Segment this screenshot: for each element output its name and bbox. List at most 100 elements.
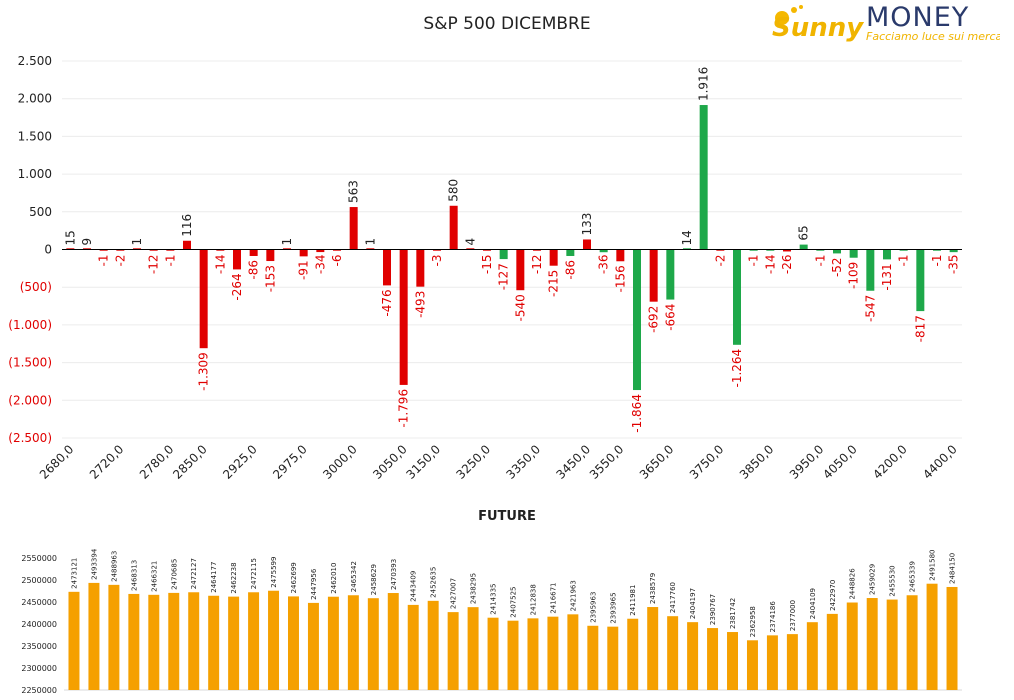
bar — [499, 249, 508, 260]
bar — [766, 249, 775, 251]
bar — [846, 602, 858, 690]
x-tick-label: 3850,0 — [737, 442, 777, 482]
x-tick-label: 3350,0 — [504, 442, 544, 482]
bar — [816, 249, 825, 251]
logo-money-text: MONEY — [866, 2, 969, 33]
bar — [268, 590, 280, 690]
bar — [66, 248, 75, 250]
x-tick-label: 3650,0 — [637, 442, 677, 482]
data-label: -1 — [897, 255, 911, 267]
data-label: 2377000 — [789, 600, 797, 631]
data-label: 1 — [280, 238, 294, 246]
data-label: -1 — [747, 255, 761, 267]
bar — [166, 249, 175, 251]
data-label: 133 — [580, 213, 594, 236]
data-label: 2438579 — [649, 573, 657, 604]
bar — [188, 592, 200, 690]
chart-title: S&P 500 DICEMBRE — [423, 14, 591, 34]
bar — [533, 249, 541, 251]
bar — [248, 592, 260, 690]
bar — [149, 249, 158, 251]
bar — [886, 599, 898, 690]
data-label: -15 — [480, 255, 494, 275]
x-tick-label: 3950,0 — [787, 442, 827, 482]
bar — [599, 249, 608, 253]
bar — [699, 105, 708, 250]
data-label: 2422970 — [829, 580, 837, 611]
bar — [849, 249, 858, 258]
sunny-money-logo: Sunny MONEY Facciamo luce sui mercati — [772, 2, 1000, 43]
data-label: 563 — [347, 180, 361, 203]
data-label: -817 — [913, 315, 927, 342]
bar — [467, 607, 479, 690]
data-label: 2381742 — [729, 598, 737, 629]
x-tick-label: 4050,0 — [820, 442, 860, 482]
y-tick-label: (2.000) — [8, 393, 52, 407]
data-label: 2472115 — [250, 558, 258, 589]
bar — [116, 249, 125, 251]
data-label: 2475599 — [270, 557, 278, 588]
bar — [316, 249, 325, 253]
bar — [666, 249, 675, 300]
future-chart-title: FUTURE — [478, 509, 536, 524]
data-label: 2462010 — [330, 563, 338, 594]
bar — [866, 598, 878, 690]
data-label: 2491580 — [929, 550, 937, 581]
bar — [833, 249, 841, 254]
logo-tagline-text: Facciamo luce sui mercati — [866, 30, 1000, 43]
data-label: -540 — [513, 294, 527, 321]
data-label: 2404197 — [689, 588, 697, 619]
data-label: -547 — [863, 295, 877, 322]
bar — [883, 249, 891, 260]
bar — [108, 584, 120, 690]
bar — [547, 616, 559, 690]
data-label: -476 — [380, 289, 394, 316]
data-label: 2470685 — [170, 559, 178, 590]
bar — [906, 595, 918, 690]
data-label: 2374186 — [769, 601, 777, 633]
bar — [749, 249, 758, 251]
bar — [616, 249, 625, 262]
y-tick-label: (2.500) — [8, 431, 52, 445]
data-label: 2416671 — [549, 582, 557, 613]
sun-icon — [775, 5, 803, 25]
bar — [347, 595, 359, 690]
bar — [507, 620, 519, 690]
bar — [249, 249, 258, 256]
data-label: 2473121 — [70, 558, 78, 589]
data-label: 580 — [447, 179, 461, 202]
x-tick-label: 3750,0 — [687, 442, 727, 482]
y-tick-label: 2550000 — [21, 554, 57, 563]
data-label: 2459029 — [869, 564, 877, 595]
data-label: -664 — [663, 304, 677, 331]
data-label: 2362958 — [749, 606, 757, 637]
y-tick-label: 1.000 — [18, 167, 52, 181]
bar — [88, 582, 100, 690]
x-tick-label: 3550,0 — [587, 442, 627, 482]
bar — [128, 593, 140, 690]
bar — [216, 249, 225, 251]
data-label: 2493394 — [90, 548, 98, 580]
x-tick-label: 3250,0 — [454, 442, 494, 482]
data-label: 15 — [63, 230, 77, 245]
data-label: -1.264 — [730, 349, 744, 388]
bar — [407, 604, 419, 690]
data-label: 2407525 — [510, 587, 518, 618]
data-label: -493 — [413, 291, 427, 318]
logo-sunny-text: Sunny — [772, 13, 864, 43]
data-label: 65 — [797, 225, 811, 240]
data-label: 2411981 — [629, 585, 637, 616]
data-label: -1 — [930, 255, 944, 267]
bar — [587, 625, 599, 690]
data-label: -52 — [830, 257, 844, 277]
data-label: 1 — [363, 238, 377, 246]
bar — [766, 635, 778, 690]
bar — [826, 613, 838, 690]
x-tick-label: 3150,0 — [404, 442, 444, 482]
y-tick-label: 2.000 — [18, 92, 52, 106]
bar — [607, 626, 619, 690]
bar — [367, 598, 379, 690]
data-label: -91 — [297, 260, 311, 280]
y-tick-label: 2.500 — [18, 54, 52, 68]
bar — [288, 596, 299, 690]
